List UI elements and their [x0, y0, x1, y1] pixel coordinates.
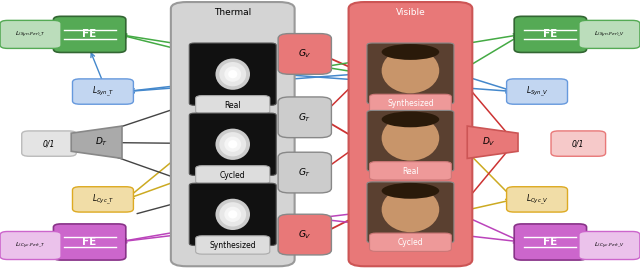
- FancyBboxPatch shape: [278, 152, 332, 193]
- Text: Thermal: Thermal: [214, 8, 252, 17]
- Text: $L_{Cyc\_T}$: $L_{Cyc\_T}$: [92, 192, 114, 207]
- Ellipse shape: [381, 48, 439, 93]
- Text: $G_V$: $G_V$: [298, 48, 312, 60]
- FancyBboxPatch shape: [189, 113, 276, 175]
- FancyBboxPatch shape: [579, 231, 640, 260]
- Text: Synthesized: Synthesized: [387, 99, 434, 108]
- Ellipse shape: [381, 111, 439, 127]
- Text: $D_V$: $D_V$: [482, 136, 495, 149]
- FancyBboxPatch shape: [72, 187, 133, 212]
- Polygon shape: [467, 126, 518, 159]
- FancyBboxPatch shape: [0, 231, 61, 260]
- Text: $L_{(Syn\text{-}Per)\_T}$: $L_{(Syn\text{-}Per)\_T}$: [15, 30, 46, 39]
- Text: Real: Real: [225, 101, 241, 109]
- Text: $D_T$: $D_T$: [95, 136, 108, 149]
- Text: Cycled: Cycled: [220, 171, 246, 180]
- Text: $G_T$: $G_T$: [298, 111, 312, 124]
- FancyBboxPatch shape: [189, 183, 276, 246]
- Ellipse shape: [228, 210, 237, 218]
- FancyBboxPatch shape: [551, 131, 605, 156]
- FancyBboxPatch shape: [367, 110, 454, 171]
- FancyBboxPatch shape: [367, 182, 454, 243]
- FancyBboxPatch shape: [278, 97, 332, 138]
- Ellipse shape: [224, 137, 241, 152]
- Ellipse shape: [381, 187, 439, 232]
- Text: Synthesized: Synthesized: [209, 241, 256, 250]
- Text: $G_V$: $G_V$: [298, 228, 312, 241]
- Text: $L_{Syn\_V}$: $L_{Syn\_V}$: [525, 84, 548, 99]
- FancyBboxPatch shape: [367, 43, 454, 104]
- FancyBboxPatch shape: [0, 20, 61, 49]
- Ellipse shape: [224, 66, 241, 82]
- FancyBboxPatch shape: [278, 34, 332, 74]
- Ellipse shape: [220, 202, 246, 227]
- FancyBboxPatch shape: [54, 224, 126, 260]
- FancyBboxPatch shape: [579, 20, 640, 49]
- Ellipse shape: [216, 59, 250, 90]
- Text: Visible: Visible: [396, 8, 426, 17]
- FancyBboxPatch shape: [72, 79, 133, 104]
- Text: $L_{(Syn\text{-}Per)\_V}$: $L_{(Syn\text{-}Per)\_V}$: [594, 30, 625, 39]
- Ellipse shape: [381, 44, 439, 60]
- Text: FE: FE: [83, 29, 97, 39]
- FancyBboxPatch shape: [196, 236, 270, 254]
- Text: Real: Real: [402, 167, 419, 176]
- Text: FE: FE: [543, 29, 557, 39]
- Text: $L_{(Cyc\text{-}Per)\_V}$: $L_{(Cyc\text{-}Per)\_V}$: [594, 241, 625, 250]
- Text: $L_{Syn\_T}$: $L_{Syn\_T}$: [92, 84, 114, 99]
- Ellipse shape: [224, 207, 241, 222]
- FancyBboxPatch shape: [171, 2, 294, 266]
- FancyBboxPatch shape: [369, 162, 451, 180]
- Text: $L_{(Cyc\text{-}Per)\_T}$: $L_{(Cyc\text{-}Per)\_T}$: [15, 241, 46, 250]
- Ellipse shape: [228, 140, 237, 149]
- Text: $L_{Cyc\_V}$: $L_{Cyc\_V}$: [525, 192, 548, 207]
- FancyBboxPatch shape: [349, 2, 472, 266]
- Text: Cycled: Cycled: [397, 238, 423, 247]
- FancyBboxPatch shape: [22, 131, 76, 156]
- FancyBboxPatch shape: [514, 224, 586, 260]
- Ellipse shape: [216, 199, 250, 230]
- Ellipse shape: [381, 183, 439, 199]
- FancyBboxPatch shape: [507, 187, 568, 212]
- Text: $G_T$: $G_T$: [298, 166, 312, 179]
- FancyBboxPatch shape: [278, 214, 332, 255]
- Ellipse shape: [381, 115, 439, 161]
- Text: 0/1: 0/1: [572, 139, 584, 148]
- Text: FE: FE: [543, 237, 557, 247]
- FancyBboxPatch shape: [189, 43, 276, 105]
- Text: 0/1: 0/1: [43, 139, 55, 148]
- FancyBboxPatch shape: [507, 79, 568, 104]
- Ellipse shape: [220, 132, 246, 156]
- FancyBboxPatch shape: [196, 166, 270, 184]
- FancyBboxPatch shape: [369, 94, 451, 112]
- Ellipse shape: [216, 129, 250, 160]
- FancyBboxPatch shape: [514, 16, 586, 53]
- Polygon shape: [71, 126, 122, 159]
- Text: FE: FE: [83, 237, 97, 247]
- FancyBboxPatch shape: [369, 233, 451, 251]
- Ellipse shape: [228, 70, 237, 78]
- Ellipse shape: [220, 62, 246, 86]
- FancyBboxPatch shape: [196, 96, 270, 114]
- FancyBboxPatch shape: [54, 16, 126, 53]
